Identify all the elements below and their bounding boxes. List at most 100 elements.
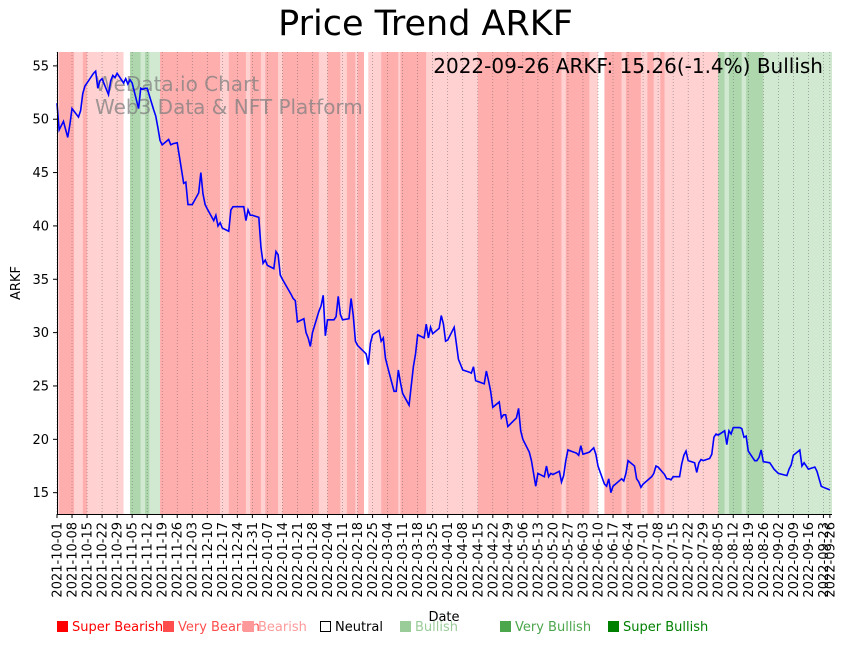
y-ticks: 15 20 25 30 35 40 45 50 55 (32, 59, 57, 501)
sentiment-band (621, 52, 626, 514)
sentiment-band (728, 52, 742, 514)
sentiment-band (664, 52, 719, 514)
sentiment-band (57, 52, 60, 514)
x-tick-label: 2021-12-17 (216, 522, 231, 598)
sentiment-band (220, 52, 229, 514)
sentiment-band (660, 52, 665, 514)
y-axis-title: ARKF (9, 266, 24, 300)
legend: Super Bearish Very Bearish Bearish Neutral B… (57, 620, 847, 640)
legend-item: Very Bullish (500, 620, 591, 635)
x-tick-label: 2022-08-19 (742, 522, 757, 598)
watermark-line-2: Web3 Data & NFT Platform (95, 95, 363, 119)
sentiment-band (561, 52, 566, 514)
legend-item: Super Bullish (608, 620, 708, 635)
x-tick-label: 2022-02-04 (321, 522, 336, 598)
sentiment-band (327, 52, 341, 514)
x-tick-label: 2022-03-18 (411, 522, 426, 598)
x-tick-label: 2021-12-31 (246, 522, 261, 598)
x-ticks: 2021-10-01 2021-10-08 2021-10-15 2021-10-22… (51, 514, 838, 598)
x-tick-label: 2021-10-22 (96, 522, 111, 598)
x-tick-label: 2021-10-08 (66, 522, 81, 598)
sentiment-band (87, 52, 98, 514)
sentiment-band (647, 52, 654, 514)
sentiment-bands (57, 52, 832, 514)
x-tick-label: 2022-01-14 (276, 522, 291, 598)
sentiment-band (477, 52, 562, 514)
x-tick-label: 2022-04-08 (456, 522, 471, 598)
legend-label: Super Bullish (623, 620, 709, 635)
y-tick-label: 50 (32, 113, 49, 128)
sentiment-band (741, 52, 747, 514)
x-tick-label: 2022-02-11 (336, 522, 351, 598)
sentiment-band (82, 52, 88, 514)
x-tick-label: 2021-11-26 (171, 522, 186, 598)
legend-swatch (500, 621, 511, 632)
x-tick-label: 2022-05-27 (561, 522, 576, 598)
sentiment-band (250, 52, 261, 514)
x-tick-label: 2022-09-09 (787, 522, 802, 598)
legend-swatch (57, 621, 68, 632)
legend-swatch (243, 621, 254, 632)
y-tick-label: 30 (32, 326, 49, 341)
legend-label: Neutral (335, 620, 383, 635)
x-tick-label: 2022-07-29 (697, 522, 712, 598)
sentiment-band (160, 52, 221, 514)
x-tick-label: 2022-01-28 (306, 522, 321, 598)
sentiment-band (589, 52, 598, 514)
x-tick-label: 2022-04-15 (471, 522, 486, 598)
x-tick-label: 2022-09-02 (772, 522, 787, 598)
x-tick-label: 2022-08-12 (727, 522, 742, 598)
sentiment-band (282, 52, 319, 514)
sentiment-band (129, 52, 141, 514)
chart-title: Price Trend ARKF (278, 4, 573, 44)
watermark: WeData.io Chart Web3 Data & NFT Platform (95, 72, 363, 119)
sentiment-band (426, 52, 478, 514)
sentiment-band (140, 52, 146, 514)
x-tick-label: 2022-02-18 (351, 522, 366, 598)
x-tick-label: 2022-03-11 (396, 522, 411, 598)
sentiment-band (59, 52, 75, 514)
legend-item: Bearish (243, 620, 307, 635)
x-tick-label: 2021-12-03 (186, 522, 201, 598)
sentiment-band (625, 52, 641, 514)
x-tick-label: 2022-09-26 (823, 522, 838, 598)
x-tick-label: 2021-11-19 (156, 522, 171, 598)
x-tick-label: 2022-04-01 (441, 522, 456, 598)
y-tick-label: 45 (32, 166, 49, 181)
x-tick-label: 2022-07-08 (652, 522, 667, 598)
x-tick-label: 2021-12-10 (201, 522, 216, 598)
x-tick-label: 2021-10-01 (51, 522, 66, 598)
sentiment-band (265, 52, 279, 514)
x-tick-label: 2022-05-06 (516, 522, 531, 598)
y-tick-label: 20 (32, 433, 49, 448)
x-tick-label: 2022-03-25 (426, 522, 441, 598)
price-line (56, 69, 831, 493)
sentiment-band (640, 52, 648, 514)
x-tick-label: 2022-07-22 (682, 522, 697, 598)
x-tick-label: 2022-04-29 (501, 522, 516, 598)
x-tick-label: 2022-05-13 (531, 522, 546, 598)
sentiment-band (260, 52, 266, 514)
sentiment-band (149, 52, 161, 514)
x-tick-label: 2022-09-16 (802, 522, 817, 598)
x-tick-label: 2021-10-15 (81, 522, 96, 598)
legend-swatch (163, 621, 174, 632)
sentiment-band (400, 52, 427, 514)
x-tick-label: 2022-06-24 (622, 522, 637, 598)
legend-item: Very Bearish (163, 620, 260, 635)
legend-item: Bullish (400, 620, 458, 635)
latest-annotation: 2022-09-26 ARKF: 15.26(-1.4%) Bullish (433, 54, 823, 78)
sentiment-band (318, 52, 328, 514)
x-axis-title: Date (428, 610, 459, 625)
x-tick-label: 2022-01-21 (291, 522, 306, 598)
sentiment-band (763, 52, 832, 514)
x-tick-label: 2022-03-04 (381, 522, 396, 598)
legend-swatch (608, 621, 619, 632)
x-tick-label: 2022-06-10 (591, 522, 606, 598)
legend-swatch (320, 621, 331, 632)
sentiment-band (398, 52, 401, 514)
x-tick-label: 2021-12-24 (231, 522, 246, 598)
sentiment-band (97, 52, 124, 514)
x-tick-label: 2021-11-05 (126, 522, 141, 598)
legend-label: Bearish (258, 620, 307, 635)
